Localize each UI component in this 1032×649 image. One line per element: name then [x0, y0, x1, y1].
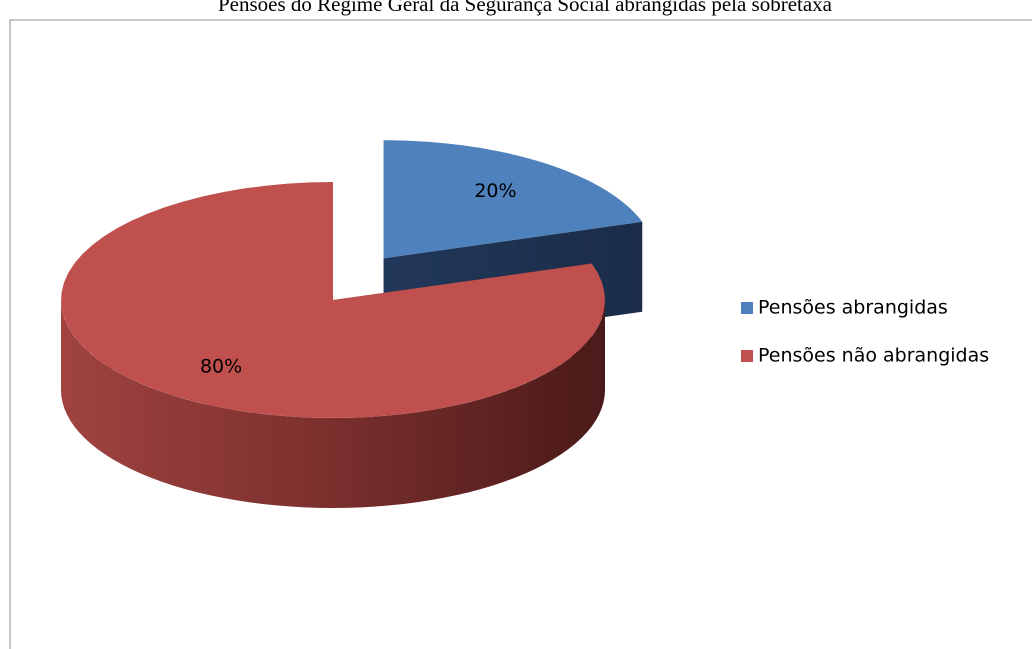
data-label: 80%: [200, 355, 242, 377]
slice: [383, 140, 643, 259]
legend-label: Pensões abrangidas: [758, 297, 948, 319]
chart-frame: [9, 19, 1032, 649]
data-label: 20%: [474, 180, 516, 202]
slice-side: [61, 300, 605, 508]
chart-title: Pensões do Regime Geral da Segurança Soc…: [218, 0, 833, 16]
legend-label: Pensões não abrangidas: [758, 345, 989, 367]
slice: [61, 182, 605, 418]
legend-swatch: [741, 302, 753, 314]
legend-swatch: [741, 350, 753, 362]
